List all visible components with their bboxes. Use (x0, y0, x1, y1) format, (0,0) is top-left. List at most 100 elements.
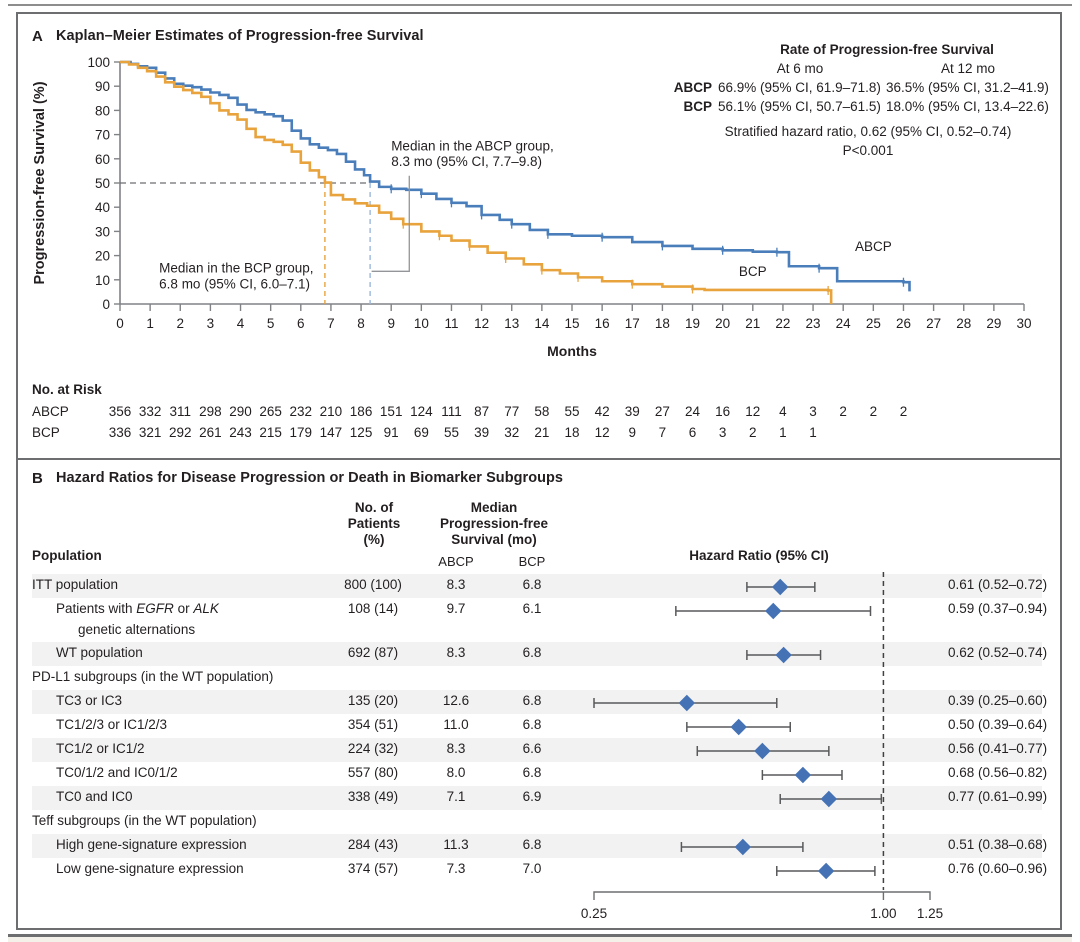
svg-text:90: 90 (95, 79, 110, 94)
row-no-patients: 224 (32) (347, 741, 399, 756)
row-median-abcp: 7.1 (446, 789, 466, 804)
median-bcp-note-line1: Median in the BCP group, (159, 261, 313, 276)
risk-value: 4 (779, 404, 787, 419)
col-header-no-patients-l3: (%) (363, 532, 385, 547)
row-median-abcp: 8.3 (446, 577, 466, 592)
row-hazard-ratio-text: 0.62 (0.52–0.74) (948, 645, 1048, 660)
row-label: Patients with EGFR or ALK (56, 601, 219, 616)
col-header-sub-bcp: BCP (518, 554, 546, 569)
p-value: P<0.001 (842, 143, 894, 158)
col-header-hazard-ratio: Hazard Ratio (95% CI) (689, 548, 829, 563)
panel-a-title: Kaplan–Meier Estimates of Progression-fr… (56, 28, 424, 44)
table-row-band (32, 690, 1042, 714)
col-header-median-l3: Survival (mo) (451, 532, 537, 547)
risk-value: 124 (410, 404, 433, 419)
col-header-no-patients-l2: Patients (347, 516, 401, 531)
risk-value: 18 (564, 425, 580, 440)
row-label: WT population (56, 645, 143, 660)
forest-axis-tick: 1.25 (917, 906, 943, 921)
curve-label-abcp: ABCP (855, 239, 892, 254)
risk-table-heading: No. at Risk (32, 382, 102, 397)
svg-text:2: 2 (177, 316, 185, 331)
panel-b-title: Hazard Ratios for Disease Progression or… (56, 470, 564, 486)
top-rule (8, 4, 1072, 6)
stats-col1-header: At 6 mo (776, 61, 824, 76)
row-no-patients: 800 (100) (344, 577, 402, 592)
panel-a-letter: A (32, 28, 43, 45)
stats-abcp-12mo: 36.5% (95% CI, 31.2–41.9) (886, 80, 1049, 95)
panel-b: B Hazard Ratios for Disease Progression … (18, 460, 1060, 928)
row-median-bcp: 6.8 (522, 577, 542, 592)
row-no-patients: 692 (87) (347, 645, 399, 660)
forest-axis-tick: 0.25 (581, 906, 607, 921)
table-row-band (32, 574, 1042, 598)
stats-bcp-6mo: 56.1% (95% CI, 50.7–61.5) (718, 99, 881, 114)
row-label: High gene-signature expression (56, 837, 247, 852)
risk-value: 179 (289, 425, 313, 440)
row-no-patients: 354 (51) (347, 717, 399, 732)
row-median-bcp: 6.9 (522, 789, 542, 804)
risk-value: 290 (229, 404, 252, 419)
risk-value: 58 (534, 404, 550, 419)
svg-text:60: 60 (95, 152, 110, 167)
row-no-patients: 374 (57) (347, 861, 399, 876)
row-median-abcp: 7.3 (446, 861, 466, 876)
risk-value: 7 (658, 425, 667, 440)
risk-value: 3 (718, 425, 727, 440)
svg-text:80: 80 (95, 103, 110, 118)
row-median-abcp: 9.7 (446, 601, 466, 616)
risk-value: 2 (869, 404, 878, 419)
bottom-strip (8, 937, 1072, 942)
table-row-band (32, 642, 1042, 666)
svg-text:16: 16 (595, 316, 610, 331)
median-abcp-note-line2: 8.3 mo (95% CI, 7.7–9.8) (391, 154, 542, 169)
svg-text:21: 21 (745, 316, 760, 331)
svg-text:7: 7 (327, 316, 335, 331)
svg-text:Months: Months (547, 343, 597, 359)
risk-value: 321 (138, 425, 162, 440)
row-hazard-ratio-text: 0.51 (0.38–0.68) (948, 837, 1048, 852)
risk-value: 147 (319, 425, 343, 440)
risk-value: 87 (474, 404, 490, 419)
svg-text:1: 1 (146, 316, 154, 331)
svg-text:28: 28 (956, 316, 971, 331)
row-label: TC0 and IC0 (56, 789, 133, 804)
stats-col2-header: At 12 mo (940, 61, 996, 76)
col-header-no-patients-l1: No. of (354, 500, 394, 515)
risk-row-bcp-label: BCP (32, 425, 60, 440)
svg-text:12: 12 (474, 316, 489, 331)
table-row-band (32, 834, 1042, 858)
risk-value: 27 (654, 404, 670, 419)
risk-value: 111 (441, 404, 462, 419)
svg-text:13: 13 (504, 316, 519, 331)
risk-value: 32 (504, 425, 520, 440)
svg-text:30: 30 (95, 224, 110, 239)
risk-value: 69 (413, 425, 429, 440)
risk-value: 243 (229, 425, 252, 440)
risk-value: 311 (169, 404, 192, 419)
stats-abcp-6mo: 66.9% (95% CI, 61.9–71.8) (718, 80, 881, 95)
row-median-bcp: 6.8 (522, 645, 542, 660)
svg-text:20: 20 (95, 249, 110, 264)
svg-text:18: 18 (655, 316, 670, 331)
row-hazard-ratio-text: 0.77 (0.61–0.99) (948, 789, 1048, 804)
svg-text:29: 29 (986, 316, 1001, 331)
forest-axis-tick: 1.00 (870, 906, 896, 921)
risk-value: 356 (108, 404, 132, 419)
col-header-median-l2: Progression-free (439, 516, 549, 531)
row-median-bcp: 7.0 (522, 861, 542, 876)
svg-text:70: 70 (95, 128, 110, 143)
row-label: TC1/2/3 or IC1/2/3 (56, 717, 168, 732)
svg-text:40: 40 (95, 200, 110, 215)
row-median-abcp: 11.0 (443, 717, 469, 732)
risk-value: 3 (809, 404, 817, 419)
bottom-rule (8, 934, 1072, 937)
row-median-bcp: 6.8 (522, 693, 542, 708)
svg-text:Progression-free Survival (%): Progression-free Survival (%) (32, 81, 48, 284)
stratified-hazard-ratio: Stratified hazard ratio, 0.62 (95% CI, 0… (724, 124, 1012, 139)
col-header-sub-abcp: ABCP (438, 554, 474, 569)
svg-text:14: 14 (534, 316, 550, 331)
svg-text:15: 15 (564, 316, 579, 331)
